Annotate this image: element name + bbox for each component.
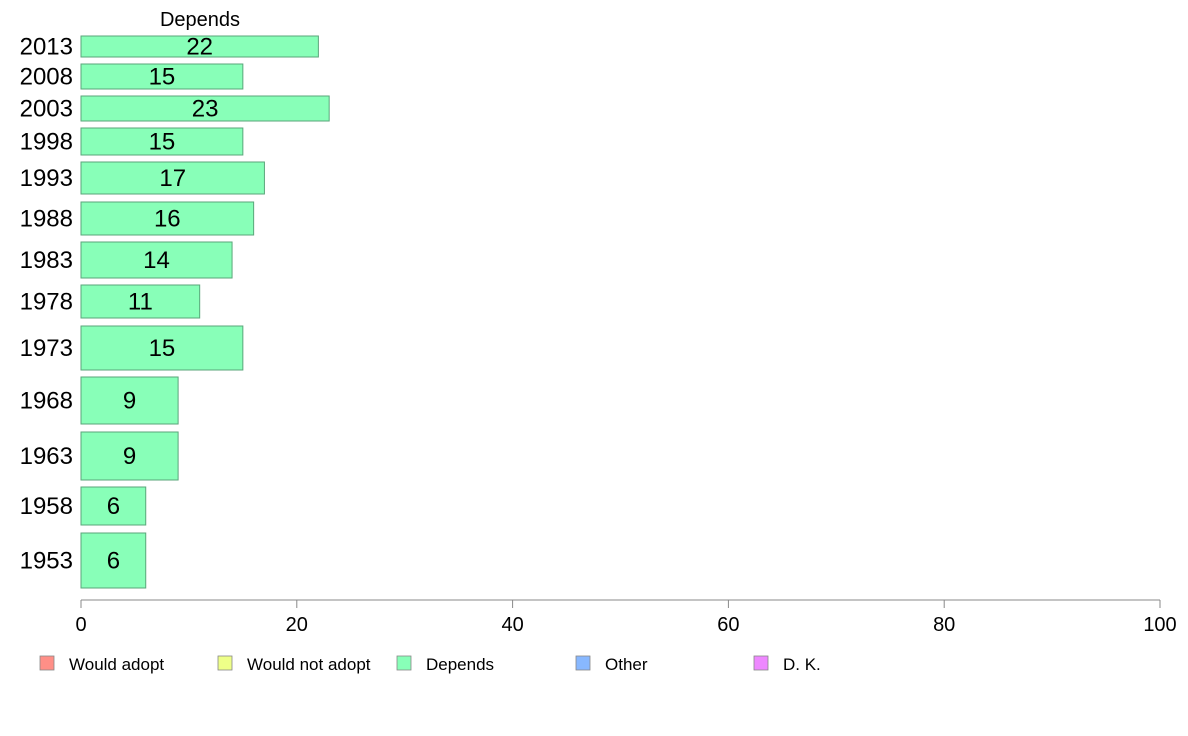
value-label-1953: 6 xyxy=(107,548,120,575)
value-label-1968: 9 xyxy=(123,388,136,415)
bar-1993 xyxy=(80,161,265,195)
bar-2008 xyxy=(80,63,244,90)
legend-label-depends: Depends xyxy=(426,655,494,674)
value-label-2013: 22 xyxy=(186,34,213,61)
category-label-1953: 1953 xyxy=(20,548,73,575)
bar-1968 xyxy=(80,376,179,425)
category-label-1963: 1963 xyxy=(20,443,73,470)
category-label-1988: 1988 xyxy=(20,206,73,233)
value-label-1978: 11 xyxy=(128,289,153,316)
value-label-1958: 6 xyxy=(107,493,120,520)
value-label-1998: 15 xyxy=(149,129,176,156)
category-label-1998: 1998 xyxy=(20,129,73,156)
bars-group: 2013 22 2008 15 2003 23 1998 15 1993 17 1988 16 1983… xyxy=(20,34,330,589)
value-label-1988: 16 xyxy=(154,206,181,233)
bar-1958 xyxy=(80,486,147,526)
category-label-2013: 2013 xyxy=(20,34,73,61)
x-tick-label-40: 40 xyxy=(501,614,523,636)
category-label-1983: 1983 xyxy=(20,247,73,274)
bar-1963 xyxy=(80,431,179,481)
panel-title: Depends xyxy=(160,9,240,31)
bar-1973 xyxy=(80,325,244,371)
x-tick-label-80: 80 xyxy=(933,614,955,636)
x-tick-label-20: 20 xyxy=(286,614,308,636)
category-label-2008: 2008 xyxy=(20,64,73,91)
legend-label-other: Other xyxy=(605,655,648,674)
value-label-2003: 23 xyxy=(192,96,219,123)
category-label-1958: 1958 xyxy=(20,493,73,520)
value-label-1993: 17 xyxy=(159,165,186,192)
legend-swatch-depends xyxy=(396,655,412,671)
legend-swatch-other xyxy=(575,655,591,671)
legend-label-would-adopt: Would adopt xyxy=(69,655,164,674)
x-tick-label-0: 0 xyxy=(75,614,86,636)
bar-1983 xyxy=(80,241,233,279)
value-label-2008: 15 xyxy=(149,64,176,91)
x-tick-label-60: 60 xyxy=(717,614,739,636)
bar-2003 xyxy=(80,95,330,122)
legend-swatch-would-adopt xyxy=(39,655,55,671)
category-label-2003: 2003 xyxy=(20,96,73,123)
bar-2013 xyxy=(80,35,319,58)
value-label-1973: 15 xyxy=(149,335,176,362)
legend-swatch-d-k xyxy=(753,655,769,671)
x-tick-label-100: 100 xyxy=(1143,614,1176,636)
x-axis: 0 20 40 60 80 100 xyxy=(75,599,1177,636)
bar-1978 xyxy=(80,284,201,319)
legend-swatch-would-not-adopt xyxy=(217,655,233,671)
value-label-1983: 14 xyxy=(143,247,170,274)
category-label-1993: 1993 xyxy=(20,165,73,192)
legend-label-d-k: D. K. xyxy=(783,655,821,674)
bar-1953 xyxy=(80,532,147,589)
bar-1988 xyxy=(80,201,255,236)
legend: Would adopt Would not adopt Depends Other D.… xyxy=(39,655,821,674)
category-label-1968: 1968 xyxy=(20,388,73,415)
category-label-1978: 1978 xyxy=(20,289,73,316)
value-label-1963: 9 xyxy=(123,443,136,470)
category-label-1973: 1973 xyxy=(20,335,73,362)
bar-1998 xyxy=(80,127,244,156)
legend-label-would-not-adopt: Would not adopt xyxy=(247,655,371,674)
